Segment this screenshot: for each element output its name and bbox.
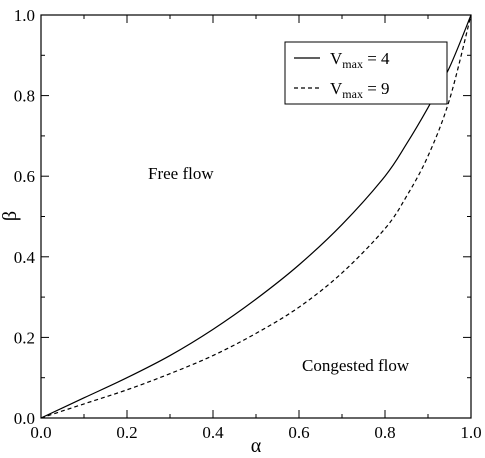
x-tick-label: 0.0	[30, 423, 51, 442]
x-tick-label: 0.8	[374, 423, 395, 442]
y-tick-label: 1.0	[14, 6, 35, 25]
y-tick-label: 0.0	[14, 409, 35, 428]
y-tick-label: 0.8	[14, 87, 35, 106]
free-flow-label: Free flow	[148, 164, 214, 183]
legend: Vmax = 4 Vmax = 9	[284, 41, 448, 105]
x-tick-label: 0.2	[116, 423, 137, 442]
y-tick-label: 0.2	[14, 328, 35, 347]
ticks	[40, 14, 472, 419]
x-tick-label: 1.0	[460, 423, 481, 442]
x-tick-label: 0.4	[202, 423, 224, 442]
y-tick-label: 0.4	[14, 248, 36, 267]
legend-box	[284, 41, 448, 105]
y-axis-label: β	[0, 211, 21, 221]
y-tick-label: 0.6	[14, 167, 35, 186]
congested-flow-label: Congested flow	[302, 356, 410, 375]
legend-label-vmax9: Vmax = 9	[330, 79, 390, 101]
series-line-vmax9	[40, 14, 472, 419]
series-line-vmax4	[40, 14, 472, 419]
series	[40, 14, 472, 419]
x-axis-label: α	[251, 435, 262, 457]
tick-labels: 0.0 0.2 0.4 0.6 0.8 1.0 0.0 0.2 0.4 0.6 0.8 1.0	[14, 6, 482, 442]
x-tick-label: 0.6	[288, 423, 309, 442]
legend-label-vmax4: Vmax = 4	[330, 49, 390, 71]
